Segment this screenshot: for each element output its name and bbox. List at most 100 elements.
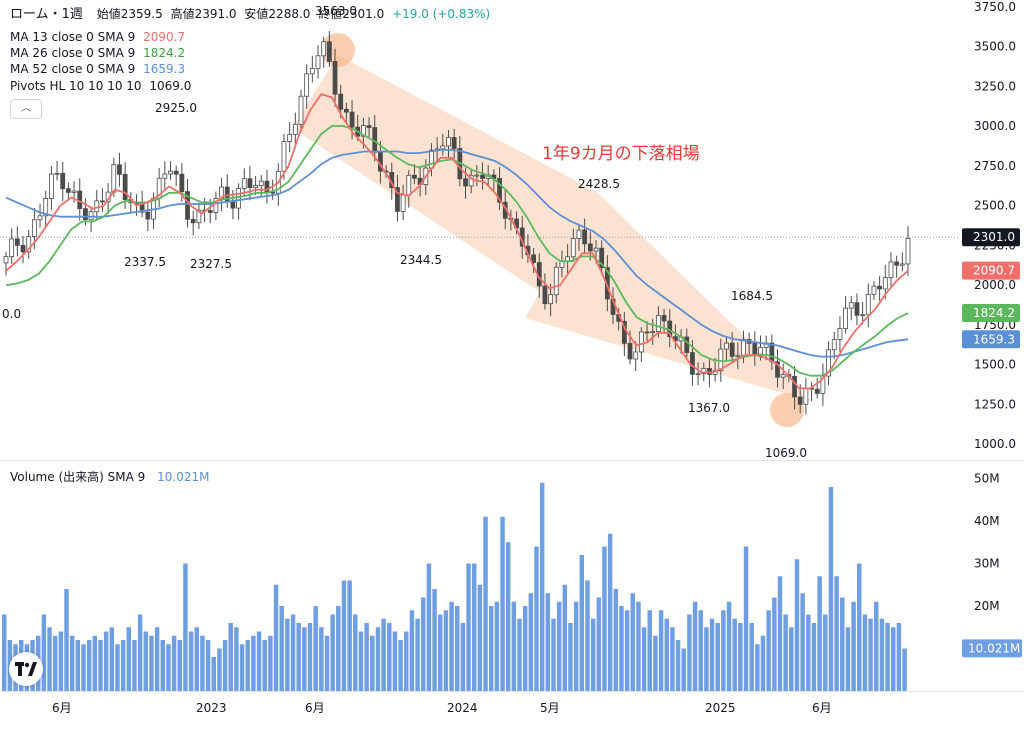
candle-body bbox=[854, 302, 860, 316]
bottom-highlight-circle bbox=[770, 393, 804, 427]
volume-bar bbox=[75, 640, 81, 691]
volume-bar bbox=[545, 593, 551, 691]
legend-ma13[interactable]: MA 13 close 0 SMA 9 2090.7 bbox=[10, 29, 185, 45]
volume-sma-value: 10.021M bbox=[157, 470, 210, 484]
candle-body bbox=[542, 285, 548, 305]
candle-body bbox=[117, 164, 122, 175]
volume-legend[interactable]: Volume (出来高) SMA 9 10.021M bbox=[10, 468, 209, 485]
volume-bar bbox=[857, 563, 862, 691]
volume-bar bbox=[347, 580, 352, 691]
candle-body bbox=[395, 187, 400, 212]
volume-bar bbox=[358, 631, 364, 691]
candle-body bbox=[332, 61, 338, 95]
volume-bar bbox=[477, 584, 483, 691]
candle-body bbox=[655, 315, 661, 332]
volume-bar bbox=[200, 635, 205, 691]
price-tag-bg bbox=[962, 304, 1020, 323]
y-tick-label: 2000.0 bbox=[974, 278, 1016, 292]
volume-bar bbox=[641, 627, 647, 691]
candle-body bbox=[54, 172, 60, 175]
x-tick-label: 2024 bbox=[447, 701, 478, 715]
volume-tag-label: 10.021M bbox=[968, 641, 1020, 655]
change-value: +19.0 (+0.83%) bbox=[392, 7, 491, 21]
candle-body bbox=[593, 247, 599, 252]
price-tag-label: 2301.0 bbox=[973, 230, 1015, 244]
volume-bar bbox=[81, 644, 86, 691]
candle-body bbox=[31, 219, 37, 237]
candle-body bbox=[690, 352, 695, 375]
volume-bar bbox=[438, 614, 443, 691]
candle-body bbox=[848, 302, 854, 309]
candle-body bbox=[707, 368, 712, 375]
volume-bar bbox=[743, 546, 749, 691]
candle-body bbox=[440, 145, 446, 150]
volume-bar bbox=[398, 640, 403, 691]
candle-body bbox=[576, 229, 582, 239]
volume-bar bbox=[205, 640, 211, 691]
candle-body bbox=[304, 73, 310, 97]
volume-bar bbox=[392, 631, 398, 691]
volume-bar bbox=[715, 623, 720, 691]
pivots-label: Pivots HL 10 10 10 10 bbox=[10, 79, 142, 93]
candle-body bbox=[871, 285, 877, 295]
volume-bar bbox=[120, 640, 126, 691]
ma13-value: 2090.7 bbox=[143, 30, 186, 44]
volume-bar bbox=[800, 593, 805, 691]
volume-bar bbox=[613, 589, 619, 691]
candle-body bbox=[831, 339, 837, 351]
pivot-label: 2428.5 bbox=[578, 177, 620, 191]
symbol-title[interactable]: ローム・1週 bbox=[10, 7, 83, 22]
tradingview-logo[interactable] bbox=[9, 652, 43, 686]
x-tick-label: 2023 bbox=[196, 701, 227, 715]
ma13-label: MA 13 close 0 SMA 9 bbox=[10, 30, 136, 44]
legend-pivots[interactable]: Pivots HL 10 10 10 10 1069.0 bbox=[10, 78, 191, 94]
pivot-label: 1367.0 bbox=[688, 401, 730, 415]
candle-body bbox=[20, 244, 26, 253]
volume-bar bbox=[302, 627, 307, 691]
volume-bar bbox=[126, 627, 132, 691]
candle-body bbox=[899, 263, 905, 266]
volume-bar bbox=[568, 623, 573, 691]
legend-ma26[interactable]: MA 26 close 0 SMA 9 1824.2 bbox=[10, 45, 185, 61]
volume-bar bbox=[421, 597, 426, 691]
volume-bar bbox=[783, 614, 788, 691]
volume-bar bbox=[760, 635, 766, 691]
volume-bar bbox=[92, 635, 98, 691]
pivot-label: 2327.5 bbox=[190, 257, 232, 271]
legend-ma52[interactable]: MA 52 close 0 SMA 9 1659.3 bbox=[10, 61, 185, 77]
volume-bar bbox=[245, 640, 250, 691]
candle-body bbox=[366, 125, 372, 128]
ma52-value: 1659.3 bbox=[143, 62, 186, 76]
ma26-label: MA 26 close 0 SMA 9 bbox=[10, 46, 136, 60]
volume-bar bbox=[290, 614, 296, 691]
candle-body bbox=[179, 173, 185, 192]
candle-body bbox=[553, 266, 559, 296]
volume-bar bbox=[749, 623, 754, 691]
volume-bar bbox=[823, 614, 828, 691]
volume-bar bbox=[262, 640, 267, 691]
downtrend-annotation: 1年9カ月の下落相場 bbox=[542, 144, 700, 164]
candle-body bbox=[37, 215, 43, 221]
candle-body bbox=[877, 285, 883, 290]
candle-body bbox=[343, 108, 349, 113]
candle-body bbox=[298, 95, 304, 125]
candle-body bbox=[843, 307, 848, 329]
volume-bar bbox=[432, 589, 437, 691]
volume-bar bbox=[579, 555, 585, 691]
candle-body bbox=[258, 180, 264, 186]
volume-bar bbox=[188, 631, 194, 691]
volume-bar bbox=[103, 631, 109, 691]
volume-bar bbox=[319, 627, 324, 691]
volume-bar bbox=[698, 610, 703, 691]
candle-body bbox=[775, 361, 780, 378]
volume-bar bbox=[585, 580, 590, 691]
candle-body bbox=[650, 331, 656, 333]
volume-bar bbox=[522, 606, 528, 691]
volume-bar bbox=[891, 627, 896, 691]
volume-bar bbox=[330, 614, 335, 691]
collapse-legend-button[interactable]: ︿ bbox=[10, 99, 42, 119]
volume-bar bbox=[251, 635, 256, 691]
candle-body bbox=[173, 170, 179, 175]
volume-bar bbox=[137, 614, 143, 691]
